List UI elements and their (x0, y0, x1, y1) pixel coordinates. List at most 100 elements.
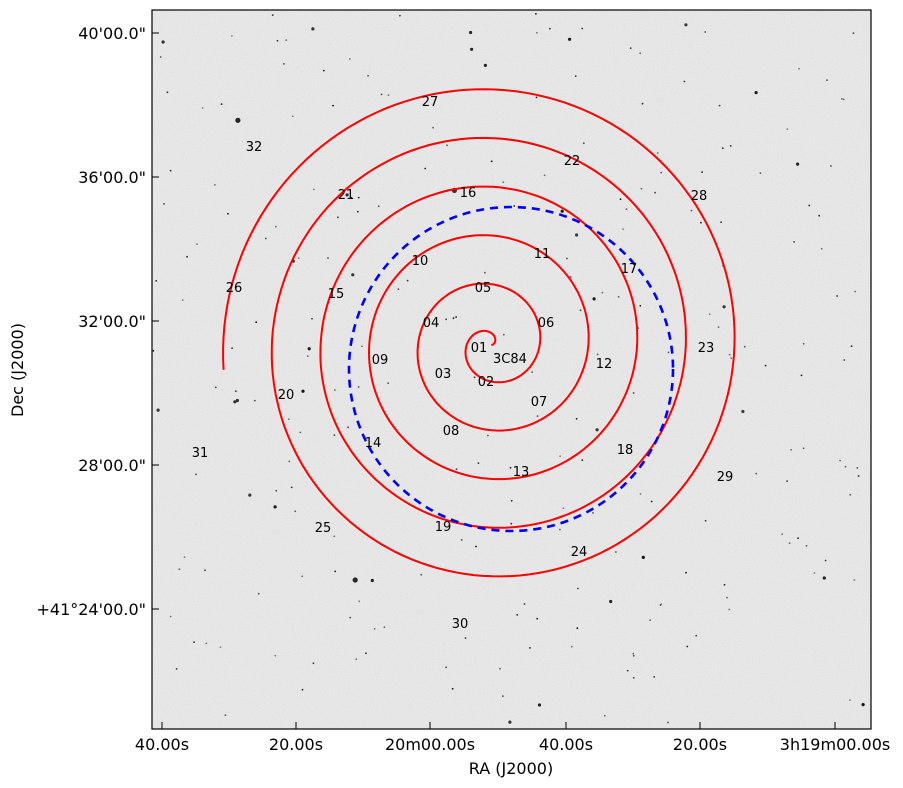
star (813, 572, 816, 574)
x-tick-label: 20.00s (269, 735, 323, 754)
star (337, 216, 339, 219)
star (285, 39, 288, 41)
star (483, 63, 487, 67)
star (632, 392, 635, 394)
star (508, 720, 512, 724)
spiral-label-19: 19 (435, 520, 452, 535)
spiral-label-21: 21 (338, 188, 355, 203)
star (625, 208, 628, 211)
star (641, 555, 645, 560)
star (166, 91, 169, 94)
star (161, 40, 165, 44)
star (475, 545, 477, 548)
star (297, 257, 300, 259)
star (536, 31, 538, 34)
star (516, 614, 519, 616)
star (656, 152, 659, 154)
star (729, 145, 732, 147)
spiral-label-04: 04 (423, 316, 440, 331)
spiral-label-24: 24 (571, 545, 588, 560)
star (287, 418, 290, 420)
star (722, 305, 726, 309)
y-tick-label: +41°24'00.0" (36, 600, 146, 619)
star (596, 353, 599, 356)
star (730, 357, 733, 359)
star (836, 295, 838, 297)
star (717, 326, 720, 329)
star (322, 69, 325, 72)
star (805, 544, 808, 547)
star (420, 573, 423, 576)
star (307, 347, 311, 351)
star (667, 351, 670, 354)
y-tick-label: 36'00.0" (78, 168, 146, 187)
star (802, 447, 805, 450)
star (214, 184, 216, 186)
star (380, 93, 383, 96)
star (291, 115, 294, 118)
star (529, 647, 531, 649)
star (312, 662, 315, 665)
star (399, 14, 401, 17)
x-tick-label: 20.00s (673, 735, 727, 754)
star (793, 241, 795, 243)
star (802, 342, 805, 345)
star (535, 13, 537, 15)
x-tick-label: 3h19m00.00s (780, 735, 890, 754)
star (701, 171, 703, 174)
star (650, 500, 653, 503)
star (361, 345, 363, 348)
star (592, 512, 594, 514)
star (351, 273, 355, 277)
y-tick-label: 28'00.0" (78, 456, 146, 475)
star (356, 210, 359, 213)
star (535, 96, 538, 99)
star (445, 318, 447, 321)
star (559, 528, 561, 531)
star (357, 386, 360, 388)
spiral-label-13: 13 (513, 465, 530, 480)
star (227, 212, 229, 215)
x-axis-label: RA (J2000) (469, 759, 553, 778)
star (523, 603, 526, 605)
star (720, 221, 722, 224)
star (788, 542, 791, 545)
star (781, 533, 784, 536)
star (632, 654, 635, 657)
star (841, 97, 843, 100)
star (639, 304, 642, 307)
star (397, 288, 400, 290)
star (367, 74, 369, 77)
star (609, 599, 613, 604)
star (754, 91, 758, 95)
star (473, 376, 476, 379)
star (537, 703, 542, 707)
star (629, 47, 632, 50)
star (654, 191, 656, 194)
star (470, 47, 474, 51)
spiral-label-27: 27 (422, 95, 439, 110)
star (704, 519, 707, 522)
star (502, 333, 505, 336)
star (387, 382, 390, 385)
star (327, 257, 329, 259)
star (861, 703, 865, 707)
star (570, 645, 573, 648)
star (849, 699, 851, 701)
star (603, 714, 606, 717)
star (856, 467, 859, 469)
star (543, 174, 546, 177)
plot-area: 01 02 03 04 05 06 07 08 09 10 11 12 13 14 15 16 17 18 19 20… (151, 9, 872, 730)
sky-noise (152, 10, 871, 729)
star (424, 167, 427, 170)
star (178, 568, 181, 571)
dashed-circle (347, 205, 675, 533)
star (406, 279, 409, 282)
star (273, 505, 277, 509)
spiral-label-26: 26 (226, 281, 243, 296)
star (299, 431, 302, 434)
star (257, 592, 260, 595)
star (685, 571, 687, 574)
spiral-label-23: 23 (698, 341, 715, 356)
star (653, 676, 656, 678)
